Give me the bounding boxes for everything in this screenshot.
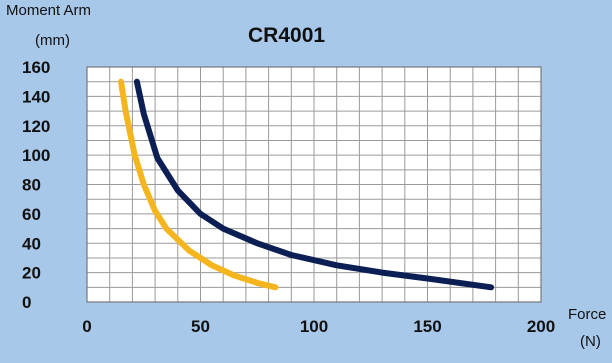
y-tick-label: 60 bbox=[22, 205, 41, 224]
y-tick-label: 20 bbox=[22, 264, 41, 283]
x-axis-label-line2: (N) bbox=[580, 333, 601, 350]
x-tick-label: 0 bbox=[82, 317, 91, 336]
y-axis-label-line1: Moment Arm bbox=[6, 2, 92, 19]
y-tick-label: 140 bbox=[22, 87, 50, 106]
y-axis-label-line2: (mm) bbox=[35, 32, 70, 49]
x-tick-label: 50 bbox=[191, 317, 210, 336]
chart-title: CR4001 bbox=[248, 24, 326, 47]
series-1-line bbox=[133, 78, 495, 291]
x-axis-label-line1: Force bbox=[568, 306, 607, 323]
x-tick-label: 200 bbox=[527, 317, 555, 336]
series-2-line bbox=[118, 78, 279, 291]
y-tick-label: 0 bbox=[22, 293, 31, 312]
y-tick-label: 160 bbox=[22, 58, 50, 77]
x-tick-label: 100 bbox=[300, 317, 328, 336]
plot-frame bbox=[86, 66, 542, 303]
y-tick-label: 100 bbox=[22, 146, 50, 165]
y-tick-label: 120 bbox=[22, 117, 50, 136]
y-tick-label: 40 bbox=[22, 234, 41, 253]
y-tick-label: 80 bbox=[22, 176, 41, 195]
x-tick-label: 150 bbox=[413, 317, 441, 336]
